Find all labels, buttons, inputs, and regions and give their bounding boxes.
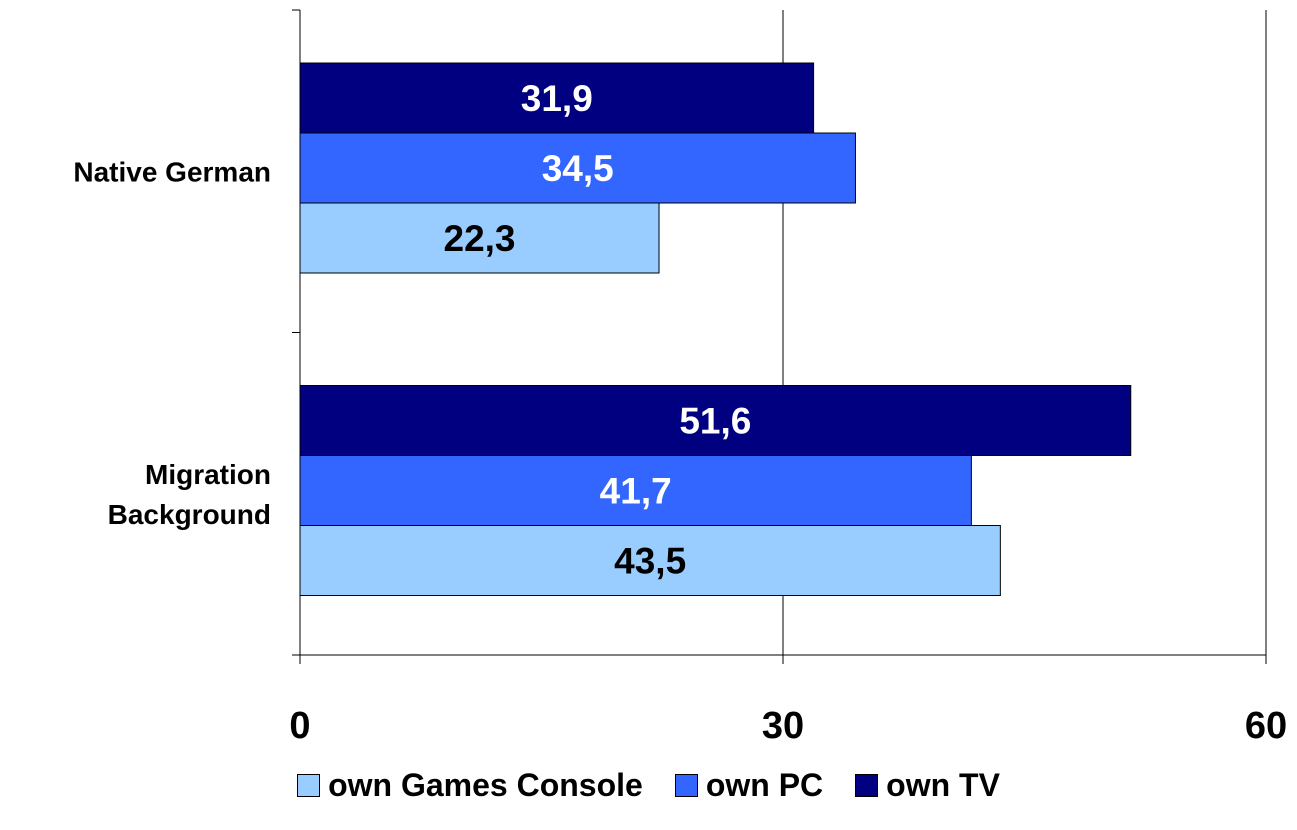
legend: own Games Console own PC own TV (0, 763, 1297, 807)
x-tick-label-60: 60 (1245, 705, 1287, 747)
x-tick-label-0: 0 (289, 705, 310, 747)
legend-label: own PC (705, 766, 824, 803)
legend-item-own-tv: own TV (855, 767, 1000, 804)
legend-label: own Games Console (328, 766, 643, 803)
bar-own-pc-1 (299, 455, 972, 526)
data-label: 31,9 (521, 78, 593, 119)
legend-swatch (674, 773, 698, 797)
bar-chart: 0 30 60 31,9 34,5 22,3 Native German 51,641,7 43… (73, 9, 1287, 747)
legend-item-own-pc: own PC (674, 766, 824, 804)
legend-label: own TV (886, 766, 1000, 803)
data-label: 51,6 (679, 401, 751, 442)
bar-own-games-console-0 (299, 202, 660, 274)
bar-own-games-console-1 (299, 525, 1001, 596)
bar-own-tv-1 (299, 385, 1132, 456)
category-label: Background (108, 499, 271, 530)
bar-own-tv-0 (299, 62, 815, 134)
data-label: 22,3 (444, 218, 516, 259)
x-tick-label-30: 30 (762, 705, 804, 747)
data-label: 43,5 (614, 541, 686, 582)
legend-swatch (297, 773, 321, 797)
legend-item-own-games-console: own Games Console (297, 767, 643, 804)
legend-swatch (855, 773, 879, 797)
data-label: 41,7 (600, 471, 672, 512)
bar-own-pc-0 (299, 132, 856, 204)
category-label: Native German (73, 156, 271, 187)
category-label: Migration (145, 459, 271, 490)
data-label: 34,5 (542, 148, 614, 189)
